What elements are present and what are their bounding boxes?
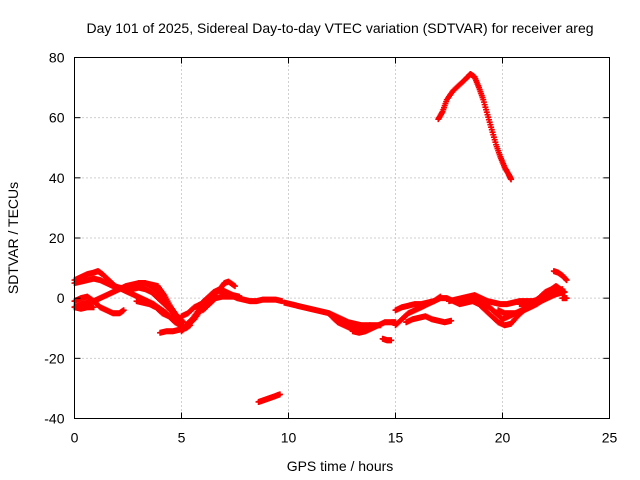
y-tick-label: 80 <box>49 50 65 66</box>
y-tick-label: -20 <box>44 350 64 366</box>
series-track-13 <box>255 391 283 405</box>
data-point <box>180 319 187 326</box>
data-point <box>276 391 283 398</box>
series-track-7 <box>135 280 187 326</box>
series-track-19 <box>392 293 444 314</box>
series-track-6 <box>133 298 185 329</box>
y-tick-label: 40 <box>49 170 65 186</box>
y-axis-label: SDTVAR / TECUs <box>5 182 21 294</box>
x-axis-label: GPS time / hours <box>287 458 394 474</box>
series-track-26 <box>559 295 570 302</box>
data-point <box>90 304 97 311</box>
data-point <box>179 318 186 325</box>
data-point <box>508 176 515 183</box>
series-track-14 <box>281 299 384 329</box>
x-tick-label: 10 <box>281 430 297 446</box>
y-tick-label: -40 <box>44 411 64 427</box>
data-point <box>437 293 444 300</box>
data-point <box>120 307 127 314</box>
grid <box>74 57 610 419</box>
series-track-12 <box>199 293 245 314</box>
axis-ticks: 0 5 10 15 20 25 -40 -20 0 20 40 60 80 <box>44 50 617 446</box>
data-point <box>563 277 570 284</box>
series-track-4 <box>71 293 127 317</box>
x-tick-label: 5 <box>178 430 186 446</box>
x-tick-label: 15 <box>388 430 404 446</box>
x-tick-label: 25 <box>602 430 618 446</box>
series-track-24 <box>516 283 568 308</box>
series-track-27 <box>435 71 515 183</box>
data-points <box>71 71 570 405</box>
series-track-25 <box>550 268 570 284</box>
data-point <box>561 289 568 296</box>
series-track-16 <box>349 319 399 336</box>
chart-title: Day 101 of 2025, Sidereal Day-to-day VTE… <box>86 20 593 36</box>
data-point <box>232 283 238 290</box>
y-tick-label: 0 <box>57 290 65 306</box>
series-track-5 <box>71 304 97 312</box>
series-track-17 <box>379 335 395 344</box>
data-point <box>563 295 570 302</box>
y-tick-label: 20 <box>49 230 65 246</box>
series-track-20 <box>403 313 455 326</box>
x-tick-label: 0 <box>71 430 79 446</box>
series-track-23 <box>495 286 566 317</box>
y-tick-label: 60 <box>49 110 65 126</box>
data-point <box>238 295 245 302</box>
data-point <box>448 317 455 324</box>
data-point <box>388 337 395 344</box>
x-tick-label: 20 <box>495 430 511 446</box>
